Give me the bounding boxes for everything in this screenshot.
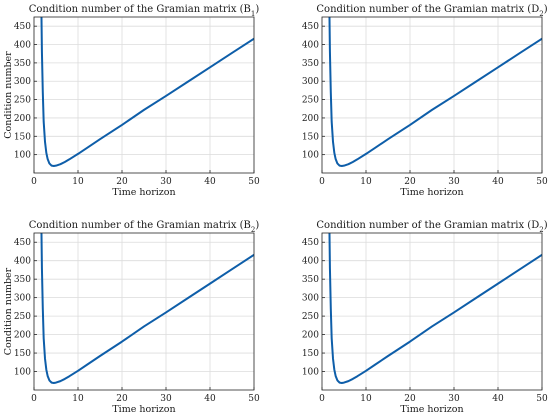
title-end: ) [255, 220, 259, 231]
y-tick-label: 200 [302, 114, 319, 124]
x-tick-label: 40 [492, 394, 504, 404]
title-subscript: 2 [251, 226, 255, 234]
title-text: Condition number of the Gramian matrix (… [29, 220, 251, 231]
y-tick-label: 100 [302, 368, 319, 378]
subplot-4: 0 10 20 30 40 50 100 150 200 250 300 350 400 450 Condi… [302, 220, 548, 415]
y-tick-label: 100 [14, 151, 31, 161]
y-tick-label: 400 [302, 41, 319, 51]
y-tick-label: 200 [14, 114, 31, 124]
y-tick-label: 200 [302, 331, 319, 341]
title-text: Condition number of the Gramian matrix (… [29, 4, 251, 15]
y-tick-label: 350 [14, 275, 31, 285]
subplot-2: 0 10 20 30 40 50 100 150 200 250 300 350 400 450 Condi… [302, 4, 548, 198]
x-tick-label: 0 [31, 394, 37, 404]
series-line [40, 233, 254, 384]
y-tick-label: 150 [302, 349, 319, 359]
y-tick-label: 150 [14, 132, 31, 142]
y-tick-label: 150 [14, 349, 31, 359]
x-tick-label: 30 [448, 394, 460, 404]
x-tick-label: 40 [204, 394, 216, 404]
subplot-3: 0 10 20 30 40 50 100 150 200 250 300 350 400 450 Condi… [3, 220, 260, 415]
title-end: ) [255, 4, 259, 15]
y-axis-label: Condition number [3, 267, 14, 355]
y-tick-label: 450 [14, 22, 31, 32]
title-subscript: 1 [251, 10, 255, 18]
axes-frame [321, 232, 543, 391]
title-subscript: 2 [539, 10, 543, 18]
x-axis-label: Time horizon [112, 404, 175, 415]
x-tick-label: 30 [448, 177, 460, 187]
title-end: ) [544, 4, 548, 15]
y-tick-label: 400 [14, 41, 31, 51]
axes-frame [33, 16, 255, 174]
y-tick-label: 450 [302, 238, 319, 248]
subplot-title: Condition number of the Gramian matrix (… [316, 220, 547, 234]
y-tick-label: 200 [14, 331, 31, 341]
x-tick-label: 10 [360, 177, 372, 187]
x-tick-label: 20 [116, 394, 128, 404]
y-tick-label: 450 [14, 238, 31, 248]
x-tick-label: 0 [31, 177, 37, 187]
x-tick-label: 0 [319, 394, 325, 404]
x-tick-label: 50 [248, 394, 260, 404]
subplot-title: Condition number of the Gramian matrix (… [29, 4, 260, 18]
subplot-title: Condition number of the Gramian matrix (… [29, 220, 260, 234]
series-line [40, 17, 254, 168]
x-tick-label: 30 [160, 177, 172, 187]
y-tick-label: 350 [302, 275, 319, 285]
series-line [328, 233, 542, 384]
y-tick-label: 300 [14, 77, 31, 87]
x-tick-label: 10 [72, 394, 84, 404]
x-tick-label: 20 [404, 394, 416, 404]
axes-frame [33, 232, 255, 391]
x-tick-label: 50 [536, 177, 548, 187]
y-tick-label: 250 [302, 96, 319, 106]
x-tick-label: 20 [404, 177, 416, 187]
title-end: ) [544, 220, 548, 231]
y-tick-label: 100 [302, 151, 319, 161]
y-tick-label: 450 [302, 22, 319, 32]
x-tick-label: 50 [248, 177, 260, 187]
series-line [328, 17, 542, 168]
title-subscript: 2 [539, 226, 543, 234]
x-axis-label: Time horizon [400, 187, 463, 198]
x-tick-label: 20 [116, 177, 128, 187]
x-tick-label: 40 [204, 177, 216, 187]
x-tick-label: 10 [360, 394, 372, 404]
x-axis-label: Time horizon [400, 404, 463, 415]
y-tick-label: 350 [14, 59, 31, 69]
y-tick-label: 300 [302, 294, 319, 304]
subplot-title: Condition number of the Gramian matrix (… [316, 4, 547, 18]
title-text: Condition number of the Gramian matrix (… [316, 4, 539, 15]
y-tick-label: 100 [14, 368, 31, 378]
x-tick-label: 30 [160, 394, 172, 404]
x-tick-label: 10 [72, 177, 84, 187]
x-tick-label: 50 [536, 394, 548, 404]
y-tick-label: 400 [302, 257, 319, 267]
y-axis-label: Condition number [3, 51, 14, 139]
y-tick-label: 250 [14, 96, 31, 106]
y-tick-label: 250 [14, 312, 31, 322]
axes-frame [321, 16, 543, 174]
y-tick-label: 250 [302, 312, 319, 322]
x-tick-label: 0 [319, 177, 325, 187]
title-text: Condition number of the Gramian matrix (… [316, 220, 539, 231]
y-tick-label: 300 [302, 77, 319, 87]
subplot-1: 0 10 20 30 40 50 100 150 200 250 300 350 400 450 Condi… [3, 4, 260, 198]
y-tick-label: 300 [14, 294, 31, 304]
y-tick-label: 400 [14, 257, 31, 267]
y-tick-label: 150 [302, 132, 319, 142]
x-tick-label: 40 [492, 177, 504, 187]
y-tick-label: 350 [302, 59, 319, 69]
x-axis-label: Time horizon [112, 187, 175, 198]
